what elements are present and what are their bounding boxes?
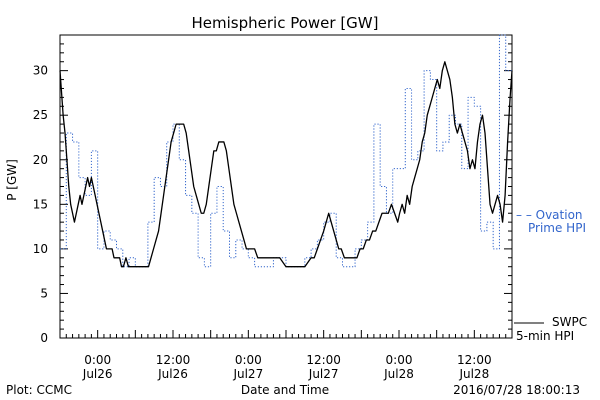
series-swpc-line — [59, 61, 513, 268]
y-axis-label: P [GW] — [5, 159, 19, 201]
legend-swpc-line-1: SWPC — [552, 315, 587, 329]
series-ovation-line — [60, 34, 512, 268]
x-tick-label-date: Jul26 — [82, 367, 113, 381]
x-tick-label-time: 12:00 — [457, 353, 492, 367]
x-tick-label-date: Jul27 — [308, 367, 339, 381]
y-tick-label: 25 — [33, 108, 48, 122]
y-axis-ticks: 0 5 10 15 20 25 30 — [33, 64, 512, 345]
plot-credit: Plot: CCMC — [6, 383, 72, 397]
y-tick-label: 5 — [40, 286, 48, 300]
y-tick-label: 20 — [33, 153, 48, 167]
x-tick-label-time: 12:00 — [306, 353, 341, 367]
x-tick-label-date: Jul27 — [232, 367, 263, 381]
plot-area-frame — [59, 34, 513, 339]
legend-ovation-line-2: Prime HPI — [528, 221, 586, 235]
y-tick-label: 30 — [33, 64, 48, 78]
chart-title: Hemispheric Power [GW] — [192, 14, 379, 32]
x-tick-label-time: 12:00 — [156, 353, 191, 367]
x-tick-label-date: Jul28 — [458, 367, 489, 381]
y-tick-label: 0 — [40, 331, 48, 345]
x-tick-label-time: 0:00 — [84, 353, 111, 367]
y-tick-label: 15 — [33, 197, 48, 211]
x-axis-ticks: 0:00Jul2612:00Jul260:00Jul2712:00Jul270:… — [59, 330, 513, 381]
x-tick-label-date: Jul28 — [383, 367, 414, 381]
x-tick-label-time: 0:00 — [386, 353, 413, 367]
legend-ovation-line-1: – – Ovation — [516, 208, 583, 222]
y-tick-label: 10 — [33, 242, 48, 256]
x-tick-label-date: Jul26 — [157, 367, 188, 381]
minor-ticks — [60, 34, 512, 338]
plot-series — [59, 34, 513, 268]
plot-timestamp: 2016/07/28 18:00:13 — [453, 383, 580, 397]
legend: – – Ovation Prime HPI SWPC 5-min HPI — [514, 208, 587, 343]
legend-swpc-line-2: 5-min HPI — [516, 329, 574, 343]
x-axis-label: Date and Time — [241, 383, 329, 397]
x-tick-label-time: 0:00 — [235, 353, 262, 367]
